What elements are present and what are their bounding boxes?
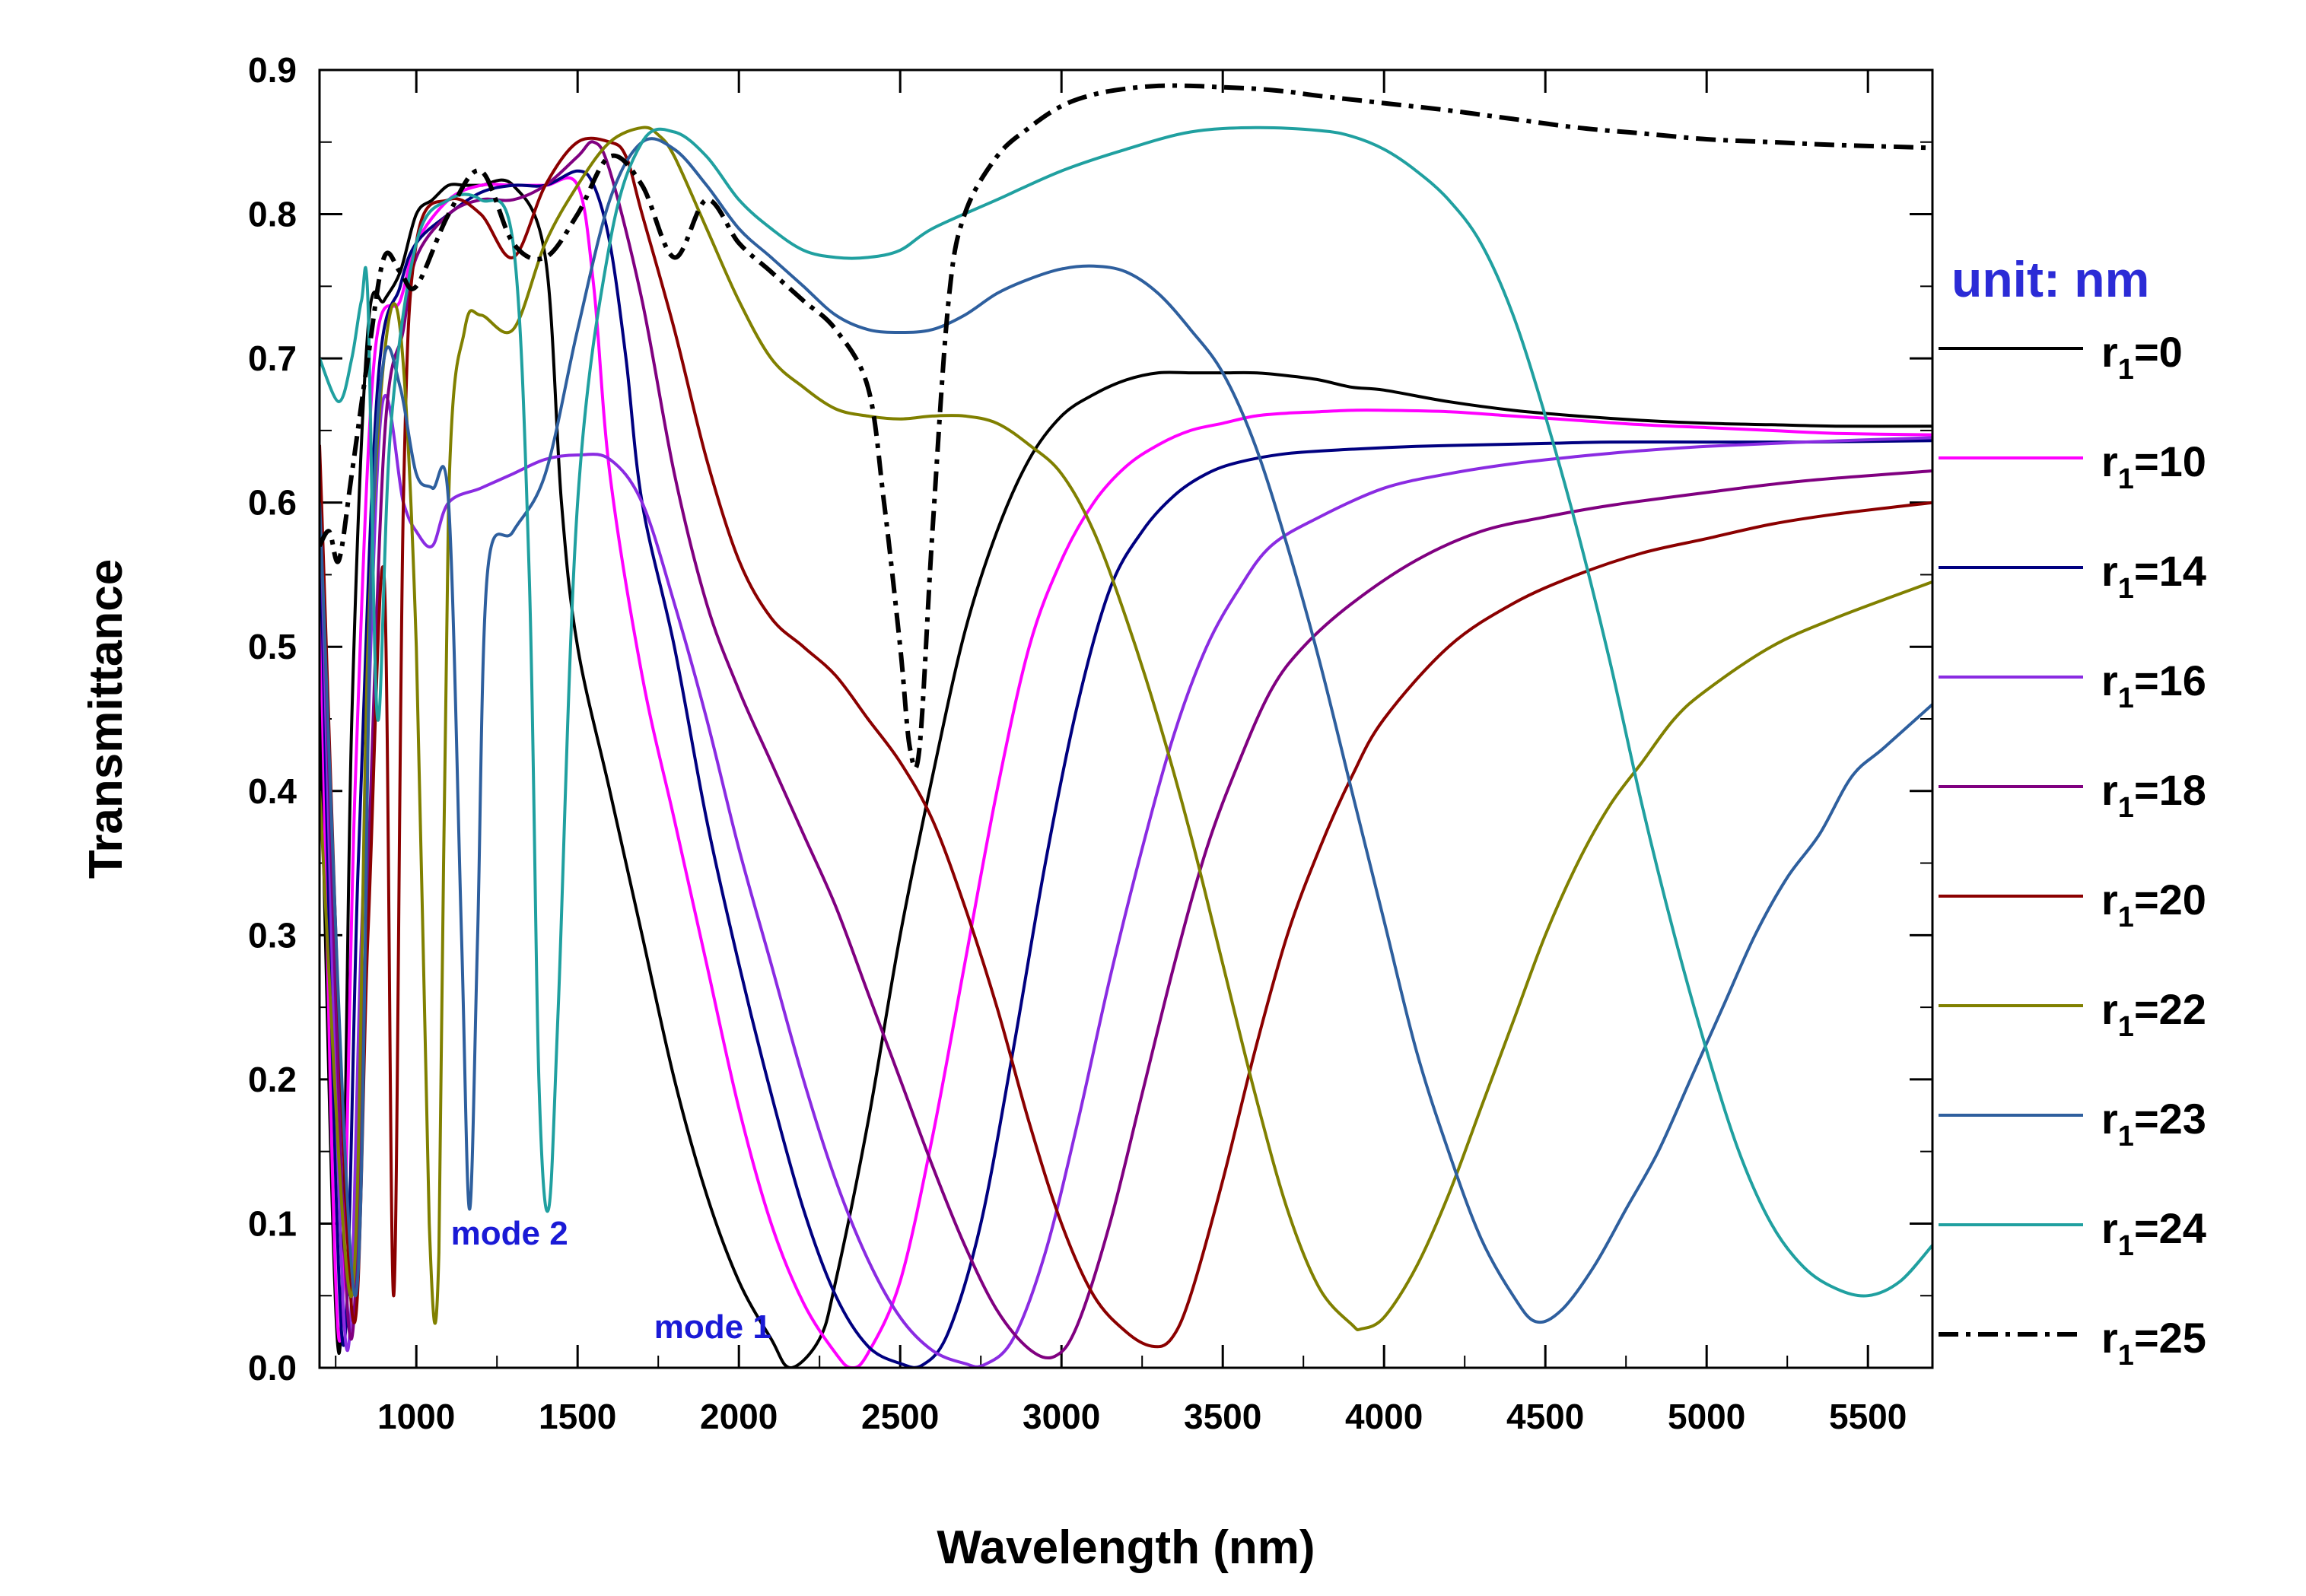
x-tick-label: 5500 xyxy=(1829,1397,1907,1436)
legend-entry: r1=16 xyxy=(2101,657,2206,714)
y-tick-label: 0.6 xyxy=(248,483,297,523)
y-tick-label: 0.7 xyxy=(248,339,297,378)
x-tick-label: 4000 xyxy=(1345,1397,1423,1436)
legend-entry: r1=10 xyxy=(2101,437,2206,495)
series-line-r1-18 xyxy=(320,140,1932,1360)
x-tick-label: 4500 xyxy=(1506,1397,1584,1436)
legend: unit: nm r1=0 r1=10 r1=14 r1=16 r1=18 r1=20 r1=… xyxy=(1939,251,2206,1372)
legend-entry: r1=14 xyxy=(2101,547,2206,605)
legend-entry: r1=22 xyxy=(2101,985,2206,1043)
series-layer xyxy=(320,83,1932,1368)
series-line-r1-22 xyxy=(320,126,1932,1332)
label-layer: 1000 1500 2000 2500 3000 3500 4000 4500 5000 5500… xyxy=(80,50,1907,1574)
series-line-r1-16 xyxy=(320,394,1932,1368)
y-tick-label: 0.4 xyxy=(248,771,297,811)
x-tick-label: 1500 xyxy=(539,1397,616,1436)
legend-entry: r1=24 xyxy=(2101,1204,2206,1262)
x-tick-label: 2000 xyxy=(700,1397,778,1436)
y-tick-label: 0.5 xyxy=(248,627,297,666)
series-line-r1-10 xyxy=(320,176,1932,1368)
legend-title: unit: nm xyxy=(1951,251,2149,307)
y-tick-label: 0.1 xyxy=(248,1203,297,1243)
legend-entry: r1=20 xyxy=(2101,876,2206,933)
x-tick-label: 3500 xyxy=(1184,1397,1261,1436)
legend-entry: r1=23 xyxy=(2101,1095,2206,1152)
y-tick-label: 0.8 xyxy=(248,195,297,234)
x-tick-label: 2500 xyxy=(861,1397,939,1436)
series-line-r1-24 xyxy=(320,126,1932,1298)
tick-layer xyxy=(320,68,1932,1369)
y-tick-label: 0.2 xyxy=(248,1060,297,1099)
y-tick-label: 0.9 xyxy=(248,50,297,90)
y-tick-label: 0.3 xyxy=(248,915,297,955)
legend-entry: r1=18 xyxy=(2101,766,2206,824)
annotation-mode-1: mode 1 xyxy=(654,1308,771,1346)
legend-entry: r1=0 xyxy=(2101,328,2183,386)
y-tick-label: 0.0 xyxy=(248,1348,297,1388)
series-line-r1-20 xyxy=(320,136,1932,1349)
x-axis-title: Wavelength (nm) xyxy=(937,1521,1315,1574)
series-line-r1-14 xyxy=(320,169,1932,1368)
series-line-r1-23 xyxy=(320,137,1932,1324)
x-tick-label: 3000 xyxy=(1023,1397,1100,1436)
legend-entry: r1=25 xyxy=(2101,1314,2206,1372)
annotation-mode-2: mode 2 xyxy=(451,1215,568,1252)
series-line-r1-0 xyxy=(320,178,1932,1368)
series-line-r1-25 xyxy=(320,83,1932,771)
x-tick-label: 1000 xyxy=(377,1397,455,1436)
y-axis-title: Transmittance xyxy=(80,559,132,879)
plot-frame xyxy=(318,68,1934,1369)
x-tick-label: 5000 xyxy=(1668,1397,1745,1436)
